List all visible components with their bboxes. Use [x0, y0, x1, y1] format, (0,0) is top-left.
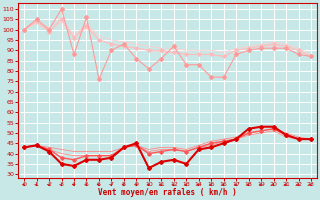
X-axis label: Vent moyen/en rafales ( km/h ): Vent moyen/en rafales ( km/h ) — [98, 188, 237, 197]
